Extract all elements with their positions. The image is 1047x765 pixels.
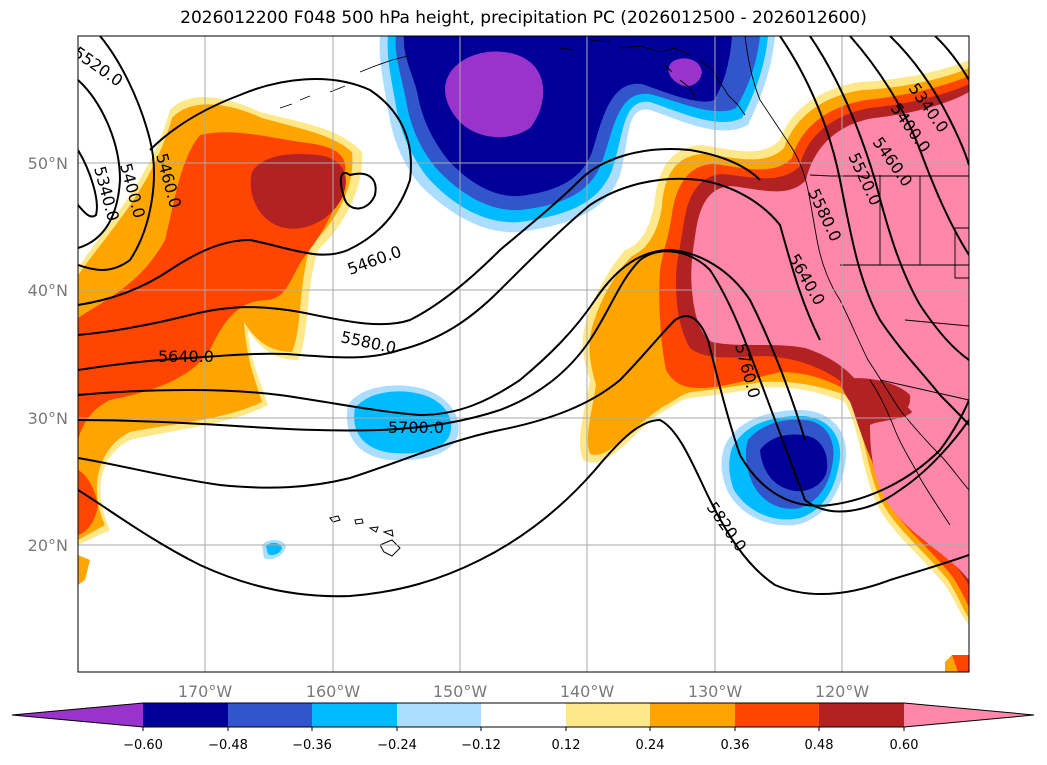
east-pacific-anomaly bbox=[580, 60, 969, 672]
colorbar-tick-label: 0.24 bbox=[636, 738, 665, 753]
map-area: 5520.0 5340.0 5400.0 5460.0 5460.0 5580.… bbox=[78, 36, 969, 672]
colorbar-tick-label: 0.36 bbox=[721, 738, 750, 753]
east-pacific-negative-anomaly bbox=[721, 410, 847, 526]
colorbar-segment bbox=[481, 703, 566, 727]
colorbar-segment bbox=[397, 703, 481, 727]
colorbar-segment bbox=[650, 703, 735, 727]
map-title: 2026012200 F048 500 hPa height, precipit… bbox=[180, 8, 867, 28]
map-frame bbox=[77, 35, 970, 673]
colorbar-tick-label: −0.60 bbox=[123, 738, 163, 753]
hawaiian-islands bbox=[329, 515, 401, 557]
gridlines bbox=[78, 36, 969, 672]
coastlines bbox=[279, 36, 969, 526]
lon-label: 150°W bbox=[433, 682, 488, 701]
gulf-of-alaska-anomaly bbox=[379, 36, 775, 233]
lon-label: 120°W bbox=[815, 682, 870, 701]
latitude-labels: 50°N 40°N 30°N 20°N bbox=[28, 154, 68, 555]
lon-label: 130°W bbox=[688, 682, 743, 701]
west-pacific-anomaly bbox=[78, 97, 363, 585]
height-contours bbox=[78, 36, 969, 598]
colorbar-segment bbox=[143, 703, 228, 727]
lat-label: 50°N bbox=[28, 154, 68, 173]
colorbar-tick-label: 0.48 bbox=[805, 738, 834, 753]
colorbar-segment bbox=[735, 703, 819, 727]
lon-label: 160°W bbox=[306, 682, 361, 701]
colorbar-segment bbox=[312, 703, 397, 727]
lat-label: 40°N bbox=[28, 281, 68, 300]
colorbar-segment bbox=[819, 703, 904, 727]
colorbar-segment bbox=[566, 703, 650, 727]
colorbar-tick-label: −0.12 bbox=[461, 738, 501, 753]
colorbar: −0.60 −0.48 −0.36 −0.24 −0.12 0.12 0.24 … bbox=[11, 702, 1035, 753]
colorbar-segment bbox=[228, 703, 312, 727]
contour-label: 5640.0 bbox=[158, 347, 214, 366]
central-pacific-anomaly bbox=[262, 385, 459, 560]
colorbar-extend-low bbox=[12, 703, 143, 727]
colorbar-tick-labels: −0.60 −0.48 −0.36 −0.24 −0.12 0.12 0.24 … bbox=[123, 738, 918, 753]
lon-label: 140°W bbox=[560, 682, 615, 701]
colorbar-tick-label: 0.12 bbox=[552, 738, 581, 753]
colorbar-tick-label: −0.48 bbox=[208, 738, 248, 753]
longitude-labels: 170°W 160°W 150°W 140°W 130°W 120°W bbox=[178, 682, 870, 701]
colorbar-ticks bbox=[142, 727, 905, 731]
colorbar-tick-label: 0.60 bbox=[890, 738, 919, 753]
contour-label: 5700.0 bbox=[388, 418, 444, 437]
lon-label: 170°W bbox=[178, 682, 233, 701]
colorbar-extend-high bbox=[904, 703, 1034, 727]
colorbar-tick-label: −0.24 bbox=[377, 738, 417, 753]
lat-label: 20°N bbox=[28, 536, 68, 555]
lat-label: 30°N bbox=[28, 409, 68, 428]
colorbar-tick-label: −0.36 bbox=[292, 738, 332, 753]
